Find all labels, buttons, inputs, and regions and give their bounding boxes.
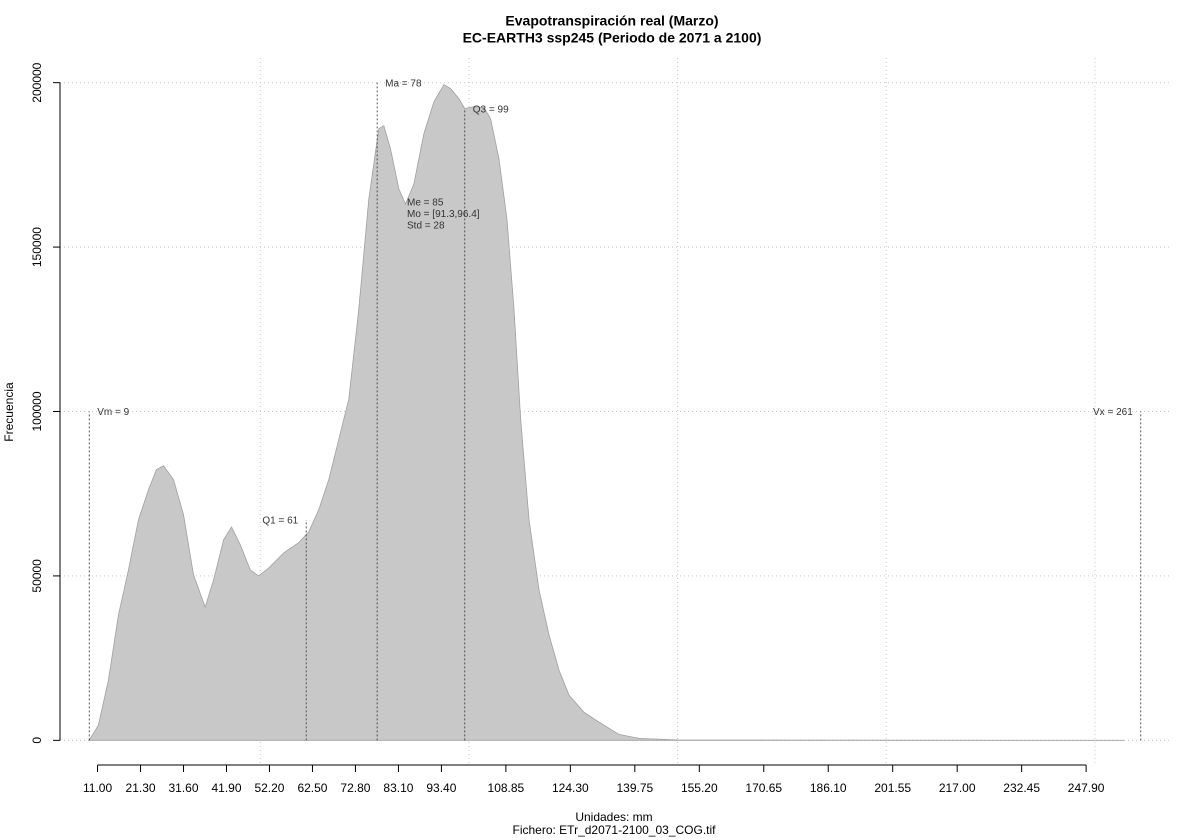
y-tick-label: 200000	[30, 62, 44, 102]
x-tick-label: 170.65	[745, 781, 782, 795]
x-tick-label: 139.75	[616, 781, 653, 795]
marker-label: Vx = 261	[1093, 407, 1133, 418]
x-tick-label: 72.80	[340, 781, 370, 795]
x-tick-label: 108.85	[488, 781, 525, 795]
y-tick-label: 100000	[30, 391, 44, 431]
x-tick-label: 217.00	[939, 781, 976, 795]
x-tick-label: 31.60	[169, 781, 199, 795]
marker-label: Vm = 9	[97, 407, 129, 418]
x-tick-label: 11.00	[83, 781, 112, 795]
stat-label: Mo = [91.3,96.4]	[407, 209, 480, 220]
y-tick-label: 150000	[30, 227, 44, 267]
x-tick-label: 52.20	[254, 781, 284, 795]
x-axis-label: Unidades: mm	[575, 810, 652, 824]
stat-label: Me = 85	[407, 198, 444, 209]
x-tick-label: 247.90	[1068, 781, 1105, 795]
chart-subtitle: EC-EARTH3 ssp245 (Periodo de 2071 a 2100…	[463, 30, 762, 46]
marker-label: Q1 = 61	[262, 516, 298, 527]
x-tick-label: 83.10	[383, 781, 413, 795]
chart-title: Evapotranspiración real (Marzo)	[505, 13, 718, 29]
x-tick-label: 155.20	[681, 781, 718, 795]
x-tick-label: 21.30	[126, 781, 156, 795]
x-tick-label: 186.10	[810, 781, 847, 795]
marker-label: Ma = 78	[385, 78, 422, 89]
y-tick-label: 0	[30, 737, 44, 744]
x-tick-label: 201.55	[874, 781, 911, 795]
file-label: Fichero: ETr_d2071-2100_03_COG.tif	[513, 823, 717, 837]
marker-label: Q3 = 99	[473, 105, 509, 116]
y-tick-label: 50000	[30, 559, 44, 593]
y-axis-label: Frecuencia	[2, 382, 16, 442]
x-tick-label: 93.40	[426, 781, 456, 795]
density-area	[88, 84, 1125, 741]
x-tick-label: 62.50	[297, 781, 327, 795]
x-tick-label: 232.45	[1003, 781, 1040, 795]
x-tick-label: 124.30	[552, 781, 589, 795]
stat-label: Std = 28	[407, 221, 445, 232]
x-tick-label: 41.90	[211, 781, 241, 795]
